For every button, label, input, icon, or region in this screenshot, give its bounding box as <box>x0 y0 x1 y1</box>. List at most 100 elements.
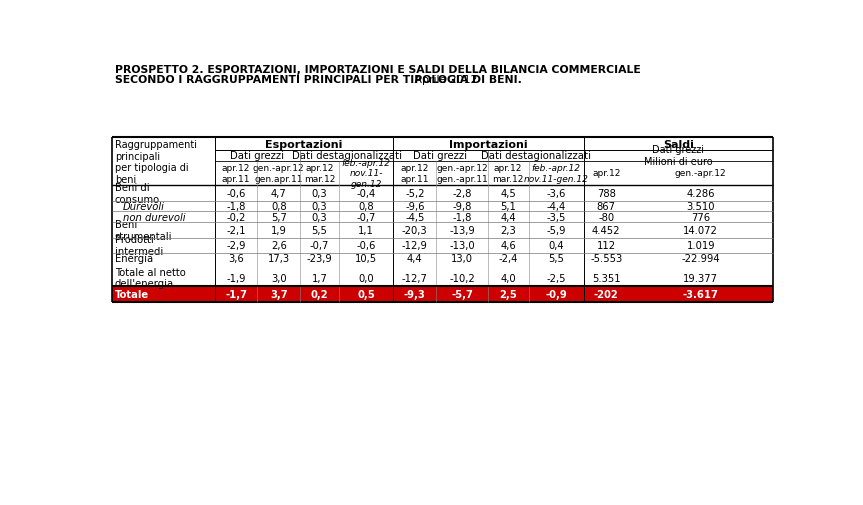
Text: gen.-apr.12
gen.-apr.11: gen.-apr.12 gen.-apr.11 <box>436 164 488 183</box>
Text: 5,1: 5,1 <box>501 201 516 212</box>
Text: Beni di
consumo: Beni di consumo <box>115 183 160 205</box>
Text: 0,2: 0,2 <box>311 289 328 299</box>
Text: Totale al netto
dell'energia: Totale al netto dell'energia <box>115 267 186 289</box>
Text: 4,4: 4,4 <box>501 213 516 222</box>
Text: -0,2: -0,2 <box>226 213 246 222</box>
Text: -4,4: -4,4 <box>546 201 566 212</box>
Text: -2,4: -2,4 <box>499 254 518 264</box>
Text: 3,6: 3,6 <box>228 254 244 264</box>
Text: -13,9: -13,9 <box>449 225 475 235</box>
Text: Durevoli: Durevoli <box>123 201 165 212</box>
Bar <box>111 286 773 302</box>
Text: Energia: Energia <box>115 254 153 264</box>
Text: 3,0: 3,0 <box>271 273 287 283</box>
Text: 0,3: 0,3 <box>312 213 327 222</box>
Text: -0,6: -0,6 <box>356 241 375 251</box>
Text: -5,9: -5,9 <box>546 225 566 235</box>
Text: -5,7: -5,7 <box>451 289 473 299</box>
Text: 1,1: 1,1 <box>358 225 374 235</box>
Text: 0,3: 0,3 <box>312 188 327 198</box>
Text: -2,8: -2,8 <box>452 188 472 198</box>
Text: -202: -202 <box>594 289 619 299</box>
Text: apr.12
apr.11: apr.12 apr.11 <box>400 164 429 183</box>
Text: -9,8: -9,8 <box>452 201 472 212</box>
Text: -2,9: -2,9 <box>226 241 246 251</box>
Text: -3,5: -3,5 <box>546 213 566 222</box>
Text: 4,4: 4,4 <box>407 254 423 264</box>
Text: Totale: Totale <box>115 289 149 299</box>
Text: 2,3: 2,3 <box>501 225 516 235</box>
Text: -4,5: -4,5 <box>405 213 425 222</box>
Text: Beni
strumentali: Beni strumentali <box>115 220 173 241</box>
Text: 2,6: 2,6 <box>271 241 287 251</box>
Text: -0,9: -0,9 <box>545 289 567 299</box>
Text: -13,0: -13,0 <box>450 241 475 251</box>
Text: -5,2: -5,2 <box>405 188 425 198</box>
Text: -22.994: -22.994 <box>682 254 720 264</box>
Text: apr.12
mar.12: apr.12 mar.12 <box>304 164 335 183</box>
Text: -12,9: -12,9 <box>402 241 428 251</box>
Text: Esportazioni: Esportazioni <box>265 139 343 149</box>
Text: -9,6: -9,6 <box>405 201 425 212</box>
Text: SECONDO I RAGGRUPPAMENTI PRINCIPALI PER TIPOLOGIA DI BENI.: SECONDO I RAGGRUPPAMENTI PRINCIPALI PER … <box>115 75 522 85</box>
Text: 867: 867 <box>596 201 615 212</box>
Text: -3,6: -3,6 <box>546 188 566 198</box>
Text: 4,6: 4,6 <box>501 241 516 251</box>
Text: 3,7: 3,7 <box>270 289 287 299</box>
Text: 5,5: 5,5 <box>312 225 327 235</box>
Text: Prodotti
intermedi: Prodotti intermedi <box>115 235 163 257</box>
Text: 0,8: 0,8 <box>358 201 374 212</box>
Text: 788: 788 <box>596 188 615 198</box>
Text: 4,7: 4,7 <box>271 188 287 198</box>
Text: apr.12
mar.12: apr.12 mar.12 <box>493 164 524 183</box>
Text: 1,7: 1,7 <box>312 273 327 283</box>
Text: -10,2: -10,2 <box>449 273 475 283</box>
Text: 4,0: 4,0 <box>501 273 516 283</box>
Text: 5,7: 5,7 <box>271 213 287 222</box>
Text: apr.12
apr.11: apr.12 apr.11 <box>222 164 250 183</box>
Text: Dati grezzi
Milioni di euro: Dati grezzi Milioni di euro <box>644 145 713 167</box>
Text: -0,7: -0,7 <box>356 213 375 222</box>
Text: 2,5: 2,5 <box>500 289 517 299</box>
Text: Dati destagionalizzati: Dati destagionalizzati <box>292 151 401 161</box>
Text: -1,9: -1,9 <box>226 273 246 283</box>
Text: Importazioni: Importazioni <box>449 139 527 149</box>
Text: 0,5: 0,5 <box>357 289 375 299</box>
Text: -2,5: -2,5 <box>546 273 566 283</box>
Text: -2,1: -2,1 <box>226 225 246 235</box>
Text: -0,6: -0,6 <box>226 188 246 198</box>
Text: 14.072: 14.072 <box>683 225 718 235</box>
Text: non durevoli: non durevoli <box>123 213 185 222</box>
Text: -12,7: -12,7 <box>402 273 428 283</box>
Text: feb.-apr.12
nov.11-
gen.12: feb.-apr.12 nov.11- gen.12 <box>342 159 390 188</box>
Text: gen.-apr.12
gen.apr.11: gen.-apr.12 gen.apr.11 <box>253 164 305 183</box>
Text: -1,7: -1,7 <box>225 289 247 299</box>
Text: 1,9: 1,9 <box>271 225 287 235</box>
Text: -1,8: -1,8 <box>226 201 246 212</box>
Text: 1.019: 1.019 <box>686 241 715 251</box>
Text: 0,3: 0,3 <box>312 201 327 212</box>
Text: apr.12: apr.12 <box>592 169 620 178</box>
Text: -20,3: -20,3 <box>402 225 427 235</box>
Text: -3.617: -3.617 <box>683 289 719 299</box>
Text: feb.-apr.12
nov.11-gen.12: feb.-apr.12 nov.11-gen.12 <box>524 164 589 183</box>
Text: 0,8: 0,8 <box>271 201 287 212</box>
Text: 10,5: 10,5 <box>355 254 377 264</box>
Text: 0,4: 0,4 <box>548 241 564 251</box>
Text: -9,3: -9,3 <box>404 289 425 299</box>
Text: Dati grezzi: Dati grezzi <box>230 151 285 161</box>
Text: 4.452: 4.452 <box>592 225 620 235</box>
Text: Saldi: Saldi <box>663 139 694 149</box>
Text: PROSPETTO 2. ESPORTAZIONI, IMPORTAZIONI E SALDI DELLA BILANCIA COMMERCIALE: PROSPETTO 2. ESPORTAZIONI, IMPORTAZIONI … <box>115 65 640 75</box>
Text: Dati destagionalizzati: Dati destagionalizzati <box>481 151 590 161</box>
Text: 13,0: 13,0 <box>451 254 473 264</box>
Text: -5.553: -5.553 <box>590 254 622 264</box>
Text: Dati grezzi: Dati grezzi <box>413 151 468 161</box>
Text: Raggruppamenti
principali
per tipologia di
beni: Raggruppamenti principali per tipologia … <box>115 140 197 184</box>
Text: -80: -80 <box>598 213 614 222</box>
Text: 5,5: 5,5 <box>548 254 564 264</box>
Text: 5.351: 5.351 <box>592 273 620 283</box>
Text: 112: 112 <box>596 241 616 251</box>
Text: 19.377: 19.377 <box>683 273 718 283</box>
Text: -23,9: -23,9 <box>306 254 332 264</box>
